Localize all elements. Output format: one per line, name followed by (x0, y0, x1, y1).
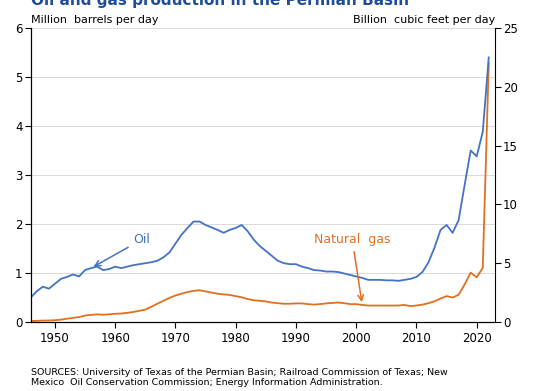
Text: Million  barrels per day: Million barrels per day (31, 15, 158, 25)
Text: Oil: Oil (95, 233, 150, 266)
Text: Natural  gas: Natural gas (314, 233, 391, 301)
Text: SOURCES: University of Texas of the Permian Basin; Railroad Commission of Texas;: SOURCES: University of Texas of the Perm… (31, 368, 448, 387)
Text: Oil and gas production in the Permian Basin: Oil and gas production in the Permian Ba… (31, 0, 409, 9)
Text: Billion  cubic feet per day: Billion cubic feet per day (352, 15, 495, 25)
